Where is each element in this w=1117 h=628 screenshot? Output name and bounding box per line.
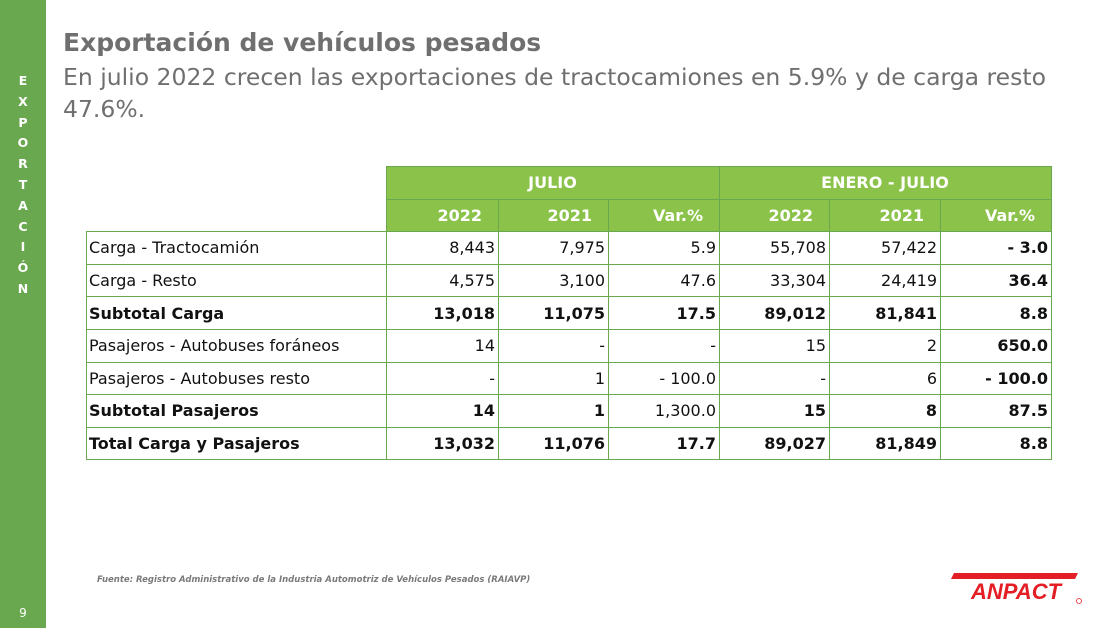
page-title: Exportación de vehículos pesados [63, 28, 542, 57]
table-cell: 24,419 [829, 263, 941, 298]
anpact-logo: ANPACT [951, 573, 1082, 604]
table-cell: 1 [498, 394, 609, 428]
column-header: Var.% [940, 198, 1052, 233]
table-cell: - 3.0 [940, 231, 1052, 265]
group-header-enero-julio: ENERO - JULIO [719, 166, 1052, 200]
table-cell: 2 [829, 328, 941, 363]
table-cell: 15 [719, 328, 830, 363]
logo-text: ANPACT [970, 579, 1063, 604]
section-letter: I [20, 239, 26, 255]
table-cell: 1 [498, 361, 609, 396]
table-cell: 47.6 [608, 263, 720, 298]
table-cell: 8.8 [940, 426, 1052, 461]
section-label: E X P O R T A C I Ó N [0, 71, 46, 300]
table-cell: 89,012 [719, 296, 830, 330]
table-cell: - [719, 361, 830, 396]
section-letter: C [18, 218, 28, 234]
table-cell: 81,849 [829, 426, 941, 461]
table-cell: 17.7 [608, 426, 720, 461]
source-note: Fuente: Registro Administrativo de la In… [97, 575, 531, 585]
table-cell: 11,076 [498, 426, 609, 461]
column-header: 2022 [719, 198, 830, 233]
table-cell: 55,708 [719, 231, 830, 265]
page-subtitle: En julio 2022 crecen las exportaciones d… [63, 63, 1046, 123]
table-cell: 8.8 [940, 296, 1052, 330]
subtotal-row: Subtotal Carga 13,018 11,075 17.5 89,012… [86, 296, 1052, 330]
section-letter: X [18, 93, 28, 109]
section-letter: T [18, 176, 28, 192]
table-cell: - [386, 361, 499, 396]
column-header-row: 2022 2021 Var.% 2022 2021 Var.% [87, 198, 1052, 233]
row-label: Pasajeros - Autobuses resto [86, 361, 387, 396]
row-label: Total Carga y Pasajeros [86, 426, 387, 461]
group-header-julio: JULIO [386, 166, 720, 200]
table-cell: 7,975 [498, 231, 609, 265]
table-cell: 4,575 [386, 263, 499, 298]
subtotal-row: Subtotal Pasajeros 14 1 1,300.0 15 8 87.… [86, 394, 1052, 428]
row-label: Carga - Resto [86, 263, 387, 298]
table-cell: 15 [719, 394, 830, 428]
column-header: 2022 [386, 198, 499, 233]
table-row: Pasajeros - Autobuses foráneos 14 - - 15… [86, 328, 1052, 363]
table-cell: 81,841 [829, 296, 941, 330]
table-cell: 3,100 [498, 263, 609, 298]
table-cell: 11,075 [498, 296, 609, 330]
table-cell: 5.9 [608, 231, 720, 265]
table-cell: 14 [386, 394, 499, 428]
section-sidebar: E X P O R T A C I Ó N 9 [0, 0, 46, 628]
section-letter: N [17, 280, 29, 296]
table-cell: 89,027 [719, 426, 830, 461]
table-cell: 8,443 [386, 231, 499, 265]
table-row: Pasajeros - Autobuses resto - 1 - 100.0 … [86, 361, 1052, 396]
table-cell: 33,304 [719, 263, 830, 298]
page-number: 9 [19, 606, 27, 620]
table-row: Carga - Resto 4,575 3,100 47.6 33,304 24… [86, 263, 1052, 298]
table-cell: 1,300.0 [608, 394, 720, 428]
table-cell: 87.5 [940, 394, 1052, 428]
section-letter: P [18, 114, 28, 130]
table-cell: 650.0 [940, 328, 1052, 363]
table-cell: 17.5 [608, 296, 720, 330]
section-letter: R [18, 156, 28, 172]
column-header: 2021 [829, 198, 941, 233]
table-cell: 13,018 [386, 296, 499, 330]
table-cell: - 100.0 [940, 361, 1052, 396]
table-cell: - [608, 328, 720, 363]
table-cell: 57,422 [829, 231, 941, 265]
section-letter: A [18, 197, 28, 213]
table-cell: 6 [829, 361, 941, 396]
total-row: Total Carga y Pasajeros 13,032 11,076 17… [86, 426, 1052, 461]
table-cell: - [498, 328, 609, 363]
row-label: Carga - Tractocamión [86, 231, 387, 265]
section-letter: E [18, 73, 28, 88]
table-cell: 13,032 [386, 426, 499, 461]
export-table: JULIO ENERO - JULIO 2022 2021 Var.% 2022… [86, 166, 1052, 461]
table-cell: - 100.0 [608, 361, 720, 396]
section-letter: O [17, 135, 29, 151]
column-header: Var.% [608, 198, 720, 233]
table-cell: 36.4 [940, 263, 1052, 298]
table-cell: 14 [386, 328, 499, 363]
row-label: Pasajeros - Autobuses foráneos [86, 328, 387, 363]
row-label: Subtotal Pasajeros [86, 394, 387, 428]
table-cell: 8 [829, 394, 941, 428]
column-header: 2021 [498, 198, 609, 233]
section-letter: Ó [17, 260, 29, 276]
row-label: Subtotal Carga [86, 296, 387, 330]
group-header-row: JULIO ENERO - JULIO [87, 166, 1052, 200]
table-row: Carga - Tractocamión 8,443 7,975 5.9 55,… [86, 231, 1052, 265]
